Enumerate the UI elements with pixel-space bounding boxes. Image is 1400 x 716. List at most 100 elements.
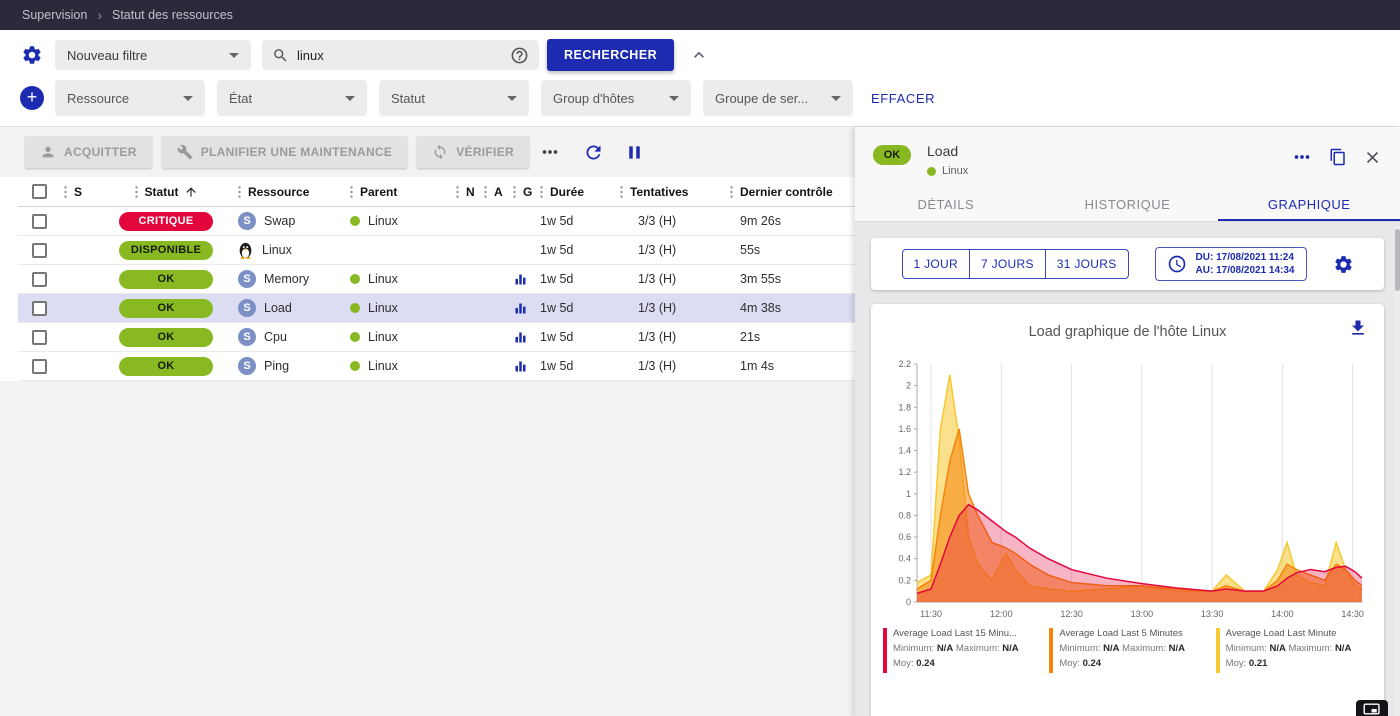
criteria-dropdown[interactable]: État (217, 80, 367, 116)
refresh-icon[interactable] (583, 142, 604, 163)
column-header-graph[interactable]: G (506, 177, 534, 206)
sort-asc-icon[interactable] (184, 185, 198, 199)
column-header-resource[interactable]: Ressource (232, 177, 342, 206)
scrollbar-thumb[interactable] (1395, 229, 1400, 291)
chevron-down-icon (831, 96, 841, 101)
search-button[interactable]: RECHERCHER (547, 39, 674, 71)
column-header-status[interactable]: Statut (100, 177, 232, 206)
parent-name[interactable]: Linux (368, 359, 398, 373)
breadcrumb-item-supervision[interactable]: Supervision (22, 8, 87, 22)
saved-filter-select[interactable]: Nouveau filtre (55, 40, 251, 70)
status-badge: OK (119, 357, 213, 376)
service-icon: S (238, 328, 256, 346)
graph-icon[interactable] (513, 272, 528, 287)
range-31-days-button[interactable]: 31 JOURS (1045, 249, 1129, 279)
resource-name[interactable]: Ping (264, 359, 289, 373)
resource-name[interactable]: Cpu (264, 330, 287, 344)
panel-tabs: DÉTAILS HISTORIQUE GRAPHIQUE (855, 187, 1400, 222)
parent-name[interactable]: Linux (368, 214, 398, 228)
legend-item[interactable]: Average Load Last 5 Minutes Minimum: N/A… (1049, 628, 1205, 673)
resource-name[interactable]: Swap (264, 214, 295, 228)
table-row[interactable]: DISPONIBLE S Linux 1w 5d 1/3 (H) 55s (18, 236, 855, 265)
row-checkbox[interactable] (32, 214, 47, 229)
parent-status-dot (350, 216, 360, 226)
column-header-acknowledge[interactable]: A (478, 177, 506, 206)
column-header-severity[interactable]: S (60, 177, 100, 206)
copy-link-icon[interactable] (1329, 148, 1347, 166)
export-graph-icon[interactable] (1348, 318, 1368, 338)
table-row[interactable]: CRITIQUE S Swap Linux 1w 5d 3/3 (H) 9m 2… (18, 207, 855, 236)
picture-in-picture-icon[interactable] (1356, 700, 1388, 716)
check-button[interactable]: VÉRIFIER (417, 136, 529, 168)
svg-text:1.8: 1.8 (898, 402, 911, 412)
legend-item[interactable]: Average Load Last 15 Minu... Minimum: N/… (883, 628, 1039, 673)
acknowledge-button[interactable]: ACQUITTER (25, 136, 152, 168)
service-icon: S (238, 270, 256, 288)
criteria-label: Groupe de ser... (715, 91, 831, 106)
tab-graphique[interactable]: GRAPHIQUE (1218, 187, 1400, 221)
load-graph-chart[interactable]: 11:3012:0012:3013:0013:3014:0014:3000.20… (883, 354, 1372, 626)
row-checkbox[interactable] (32, 359, 47, 374)
clear-filters-button[interactable]: EFFACER (871, 91, 935, 106)
table-row[interactable]: OK S Memory Linux 1w 5d 1/3 (H) 3m 55s (18, 265, 855, 294)
criteria-dropdown[interactable]: Groupe de ser... (703, 80, 853, 116)
row-checkbox[interactable] (32, 330, 47, 345)
parent-status-dot (350, 332, 360, 342)
column-header-last-check[interactable]: Dernier contrôle (724, 177, 854, 206)
chevron-down-icon (229, 53, 239, 58)
tab-details[interactable]: DÉTAILS (855, 187, 1037, 221)
close-icon[interactable] (1363, 148, 1382, 167)
graph-icon[interactable] (513, 359, 528, 374)
chevron-up-icon[interactable] (689, 45, 709, 65)
panel-host-name[interactable]: Linux (942, 165, 968, 177)
set-downtime-button[interactable]: PLANIFIER UNE MAINTENANCE (162, 136, 408, 168)
acknowledged-cell (478, 207, 506, 235)
table-row[interactable]: OK S Cpu Linux 1w 5d 1/3 (H) 21s (18, 323, 855, 352)
panel-more-icon[interactable] (1291, 146, 1313, 168)
column-header-parent[interactable]: Parent (342, 177, 450, 206)
panel-scrollbar[interactable] (1395, 227, 1400, 716)
severity-cell (60, 294, 100, 322)
row-checkbox[interactable] (32, 301, 47, 316)
column-header-tries[interactable]: Tentatives (614, 177, 724, 206)
help-icon[interactable] (510, 46, 529, 65)
parent-name[interactable]: Linux (368, 301, 398, 315)
graph-icon[interactable] (513, 301, 528, 316)
table-row[interactable]: OK S Load Linux 1w 5d 1/3 (H) 4m 38s (18, 294, 855, 323)
custom-period-button[interactable]: DU: 17/08/2021 11:24 AU: 17/08/2021 14:3… (1155, 247, 1307, 281)
column-header-notification[interactable]: N (450, 177, 478, 206)
graph-settings-gear-icon[interactable] (1333, 254, 1354, 275)
notification-cell (450, 323, 478, 351)
legend-item[interactable]: Average Load Last Minute Minimum: N/A Ma… (1216, 628, 1372, 673)
svg-text:0.8: 0.8 (898, 510, 911, 520)
resource-name[interactable]: Memory (264, 272, 309, 286)
add-criteria-button[interactable]: + (20, 86, 44, 110)
criteria-dropdown[interactable]: Group d'hôtes (541, 80, 691, 116)
select-all-checkbox[interactable] (32, 184, 47, 199)
criteria-dropdown[interactable]: Ressource (55, 80, 205, 116)
graph-icon[interactable] (513, 330, 528, 345)
criteria-label: Group d'hôtes (553, 91, 669, 106)
parent-name[interactable]: Linux (368, 272, 398, 286)
table-row[interactable]: OK S Ping Linux 1w 5d 1/3 (H) 1m 4s (18, 352, 855, 381)
search-icon (272, 47, 289, 64)
range-7-days-button[interactable]: 7 JOURS (969, 249, 1046, 279)
more-actions-icon[interactable] (539, 141, 561, 163)
resource-name[interactable]: Load (264, 301, 292, 315)
person-icon (40, 144, 56, 160)
search-input[interactable] (297, 48, 502, 63)
resource-name[interactable]: Linux (262, 243, 292, 257)
svg-text:2: 2 (906, 381, 911, 391)
range-1-day-button[interactable]: 1 JOUR (902, 249, 970, 279)
pause-icon[interactable] (624, 142, 645, 163)
legend-minmax: Minimum: N/A Maximum: N/A (893, 643, 1039, 654)
row-checkbox[interactable] (32, 243, 47, 258)
saved-filter-value: Nouveau filtre (67, 48, 229, 63)
criteria-dropdown[interactable]: Statut (379, 80, 529, 116)
tab-historique[interactable]: HISTORIQUE (1037, 187, 1219, 221)
breadcrumb-item-current[interactable]: Statut des ressources (112, 8, 233, 22)
column-header-duration[interactable]: Durée (534, 177, 614, 206)
parent-name[interactable]: Linux (368, 330, 398, 344)
filter-settings-gear-icon[interactable] (20, 43, 44, 67)
row-checkbox[interactable] (32, 272, 47, 287)
